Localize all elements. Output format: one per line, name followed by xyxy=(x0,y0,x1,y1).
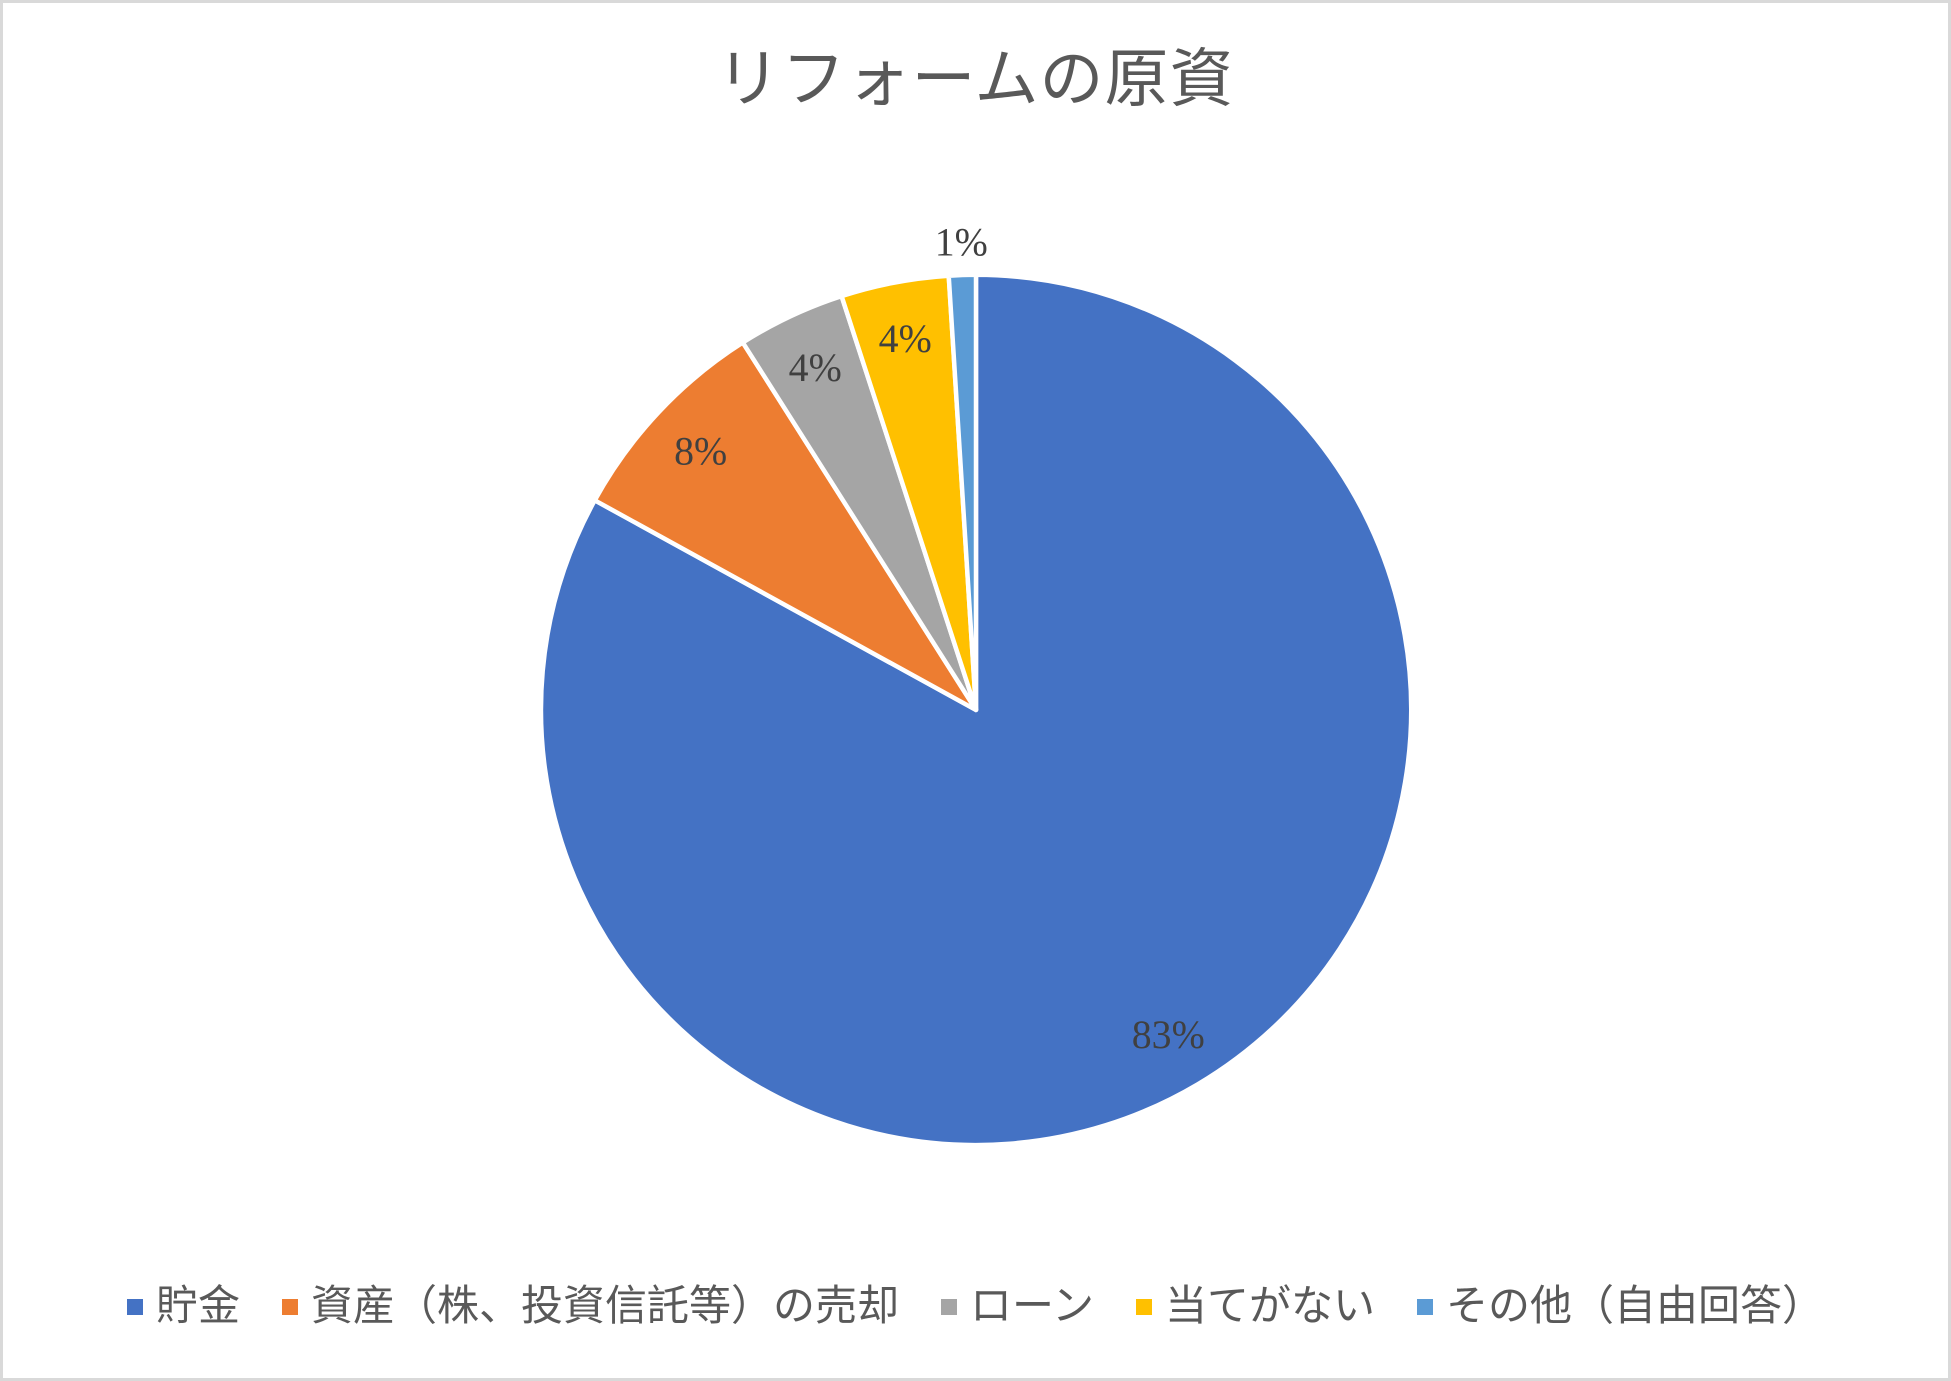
data-label-5: 1% xyxy=(935,220,988,264)
legend-label: ローン xyxy=(970,1283,1094,1330)
legend-swatch-icon xyxy=(1135,1298,1152,1315)
legend-label: 貯金 xyxy=(156,1283,241,1330)
data-label-2: 8% xyxy=(674,429,727,473)
legend-label: その他（自由回答） xyxy=(1445,1283,1824,1330)
legend-item-5: その他（自由回答） xyxy=(1416,1282,1824,1332)
legend-label: 資産（株、投資信託等）の売却 xyxy=(311,1283,900,1330)
chart-title: リフォームの原資 xyxy=(716,44,1235,115)
legend-item-3: ローン xyxy=(941,1282,1094,1332)
pie-slice-5 xyxy=(946,272,979,713)
data-label-4: 4% xyxy=(879,317,932,361)
legend-item-2: 資産（株、投資信託等）の売却 xyxy=(282,1282,899,1332)
data-label-3: 4% xyxy=(789,346,842,390)
legend-swatch-icon xyxy=(282,1298,299,1315)
legend-item-1: 貯金 xyxy=(127,1282,240,1332)
legend-swatch-icon xyxy=(1416,1298,1433,1315)
legend-swatch-icon xyxy=(941,1298,958,1315)
pie-plot: 83% 8% 4% 4% 1% xyxy=(538,220,1414,1148)
data-label-1: 83% xyxy=(1132,1013,1205,1057)
legend-swatch-icon xyxy=(127,1298,144,1315)
legend-item-4: 当てがない xyxy=(1135,1282,1375,1332)
pie-slice-2 xyxy=(592,340,979,713)
legend: 貯金 資産（株、投資信託等）の売却 ローン 当てがない その他（自由回答） xyxy=(3,1282,1948,1332)
legend-label: 当てがない xyxy=(1164,1283,1375,1330)
